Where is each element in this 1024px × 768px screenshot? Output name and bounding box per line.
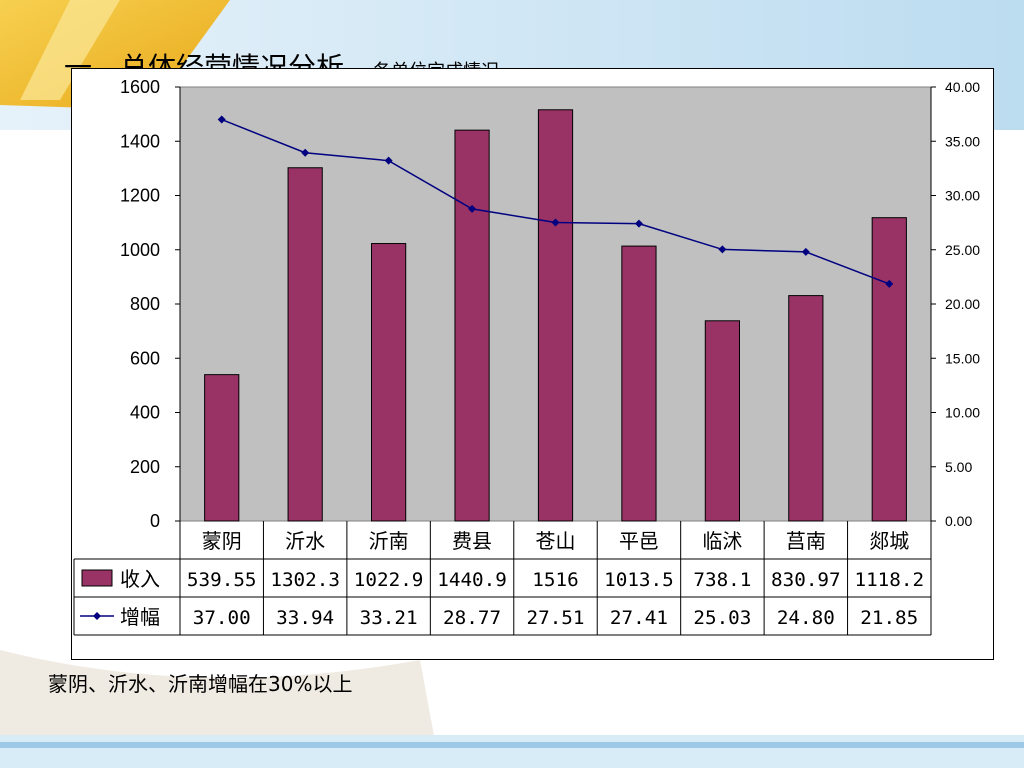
- point-增幅: [301, 148, 310, 157]
- data-label-line: 24.80: [777, 607, 835, 629]
- data-label-line: 21.85: [860, 607, 918, 629]
- data-label-bar: 1516: [532, 569, 578, 591]
- data-label-line: 33.94: [276, 607, 334, 629]
- y-right-tick-label: 20.00: [945, 296, 980, 312]
- point-增幅: [551, 218, 560, 227]
- caption: 蒙阴、沂水、沂南增幅在30%以上: [48, 672, 353, 696]
- data-label-line: 25.03: [693, 607, 751, 629]
- data-label-line: 27.51: [527, 607, 585, 629]
- data-label-line: 33.21: [360, 607, 418, 629]
- y-left-tick-label: 200: [130, 457, 160, 477]
- bar-收入: [537, 109, 574, 522]
- data-label-line: 27.41: [610, 607, 668, 629]
- legend-label-bar: 收入: [120, 567, 160, 591]
- data-label-bar: 1022.9: [354, 569, 424, 591]
- bar-收入: [788, 295, 824, 522]
- point-增幅: [384, 156, 393, 165]
- y-right-tick-label: 0.00: [945, 513, 972, 529]
- bar-收入: [704, 320, 740, 522]
- category-label: 费县: [452, 529, 492, 553]
- data-label-bar: 1013.5: [604, 569, 674, 591]
- legend-label-line: 增幅: [120, 605, 160, 629]
- point-增幅: [468, 204, 477, 213]
- y-left-tick-label: 0: [150, 511, 160, 531]
- data-label-bar: 1118.2: [854, 569, 924, 591]
- y-left-tick-label: 1200: [120, 186, 160, 206]
- y-right-tick-label: 30.00: [945, 188, 980, 204]
- bar-收入: [454, 129, 490, 522]
- legend-marker: [93, 612, 101, 620]
- data-label-line: 37.00: [193, 607, 251, 629]
- category-label: 平邑: [619, 529, 659, 553]
- category-label: 蒙阴: [202, 529, 242, 553]
- bar-收入: [204, 374, 240, 522]
- y-left-tick-label: 1400: [120, 131, 160, 151]
- y-left-tick-label: 800: [130, 294, 160, 314]
- point-增幅: [634, 219, 643, 228]
- data-label-bar: 1302.3: [270, 569, 340, 591]
- y-left-tick-label: 1000: [120, 240, 160, 260]
- y-right-tick-label: 35.00: [945, 133, 980, 149]
- data-label-line: 28.77: [443, 607, 501, 629]
- chart-area: 0 200 400 600 800 1000 1200 1400 1600 0.00 5.00 10.…: [71, 68, 994, 660]
- bar-收入: [871, 217, 907, 522]
- y-left-tick-label: 400: [130, 403, 160, 423]
- category-label: 苍山: [536, 529, 576, 553]
- point-增幅: [718, 245, 727, 254]
- legend-swatch-bar: [81, 569, 113, 587]
- y-right-tick-label: 15.00: [945, 350, 980, 366]
- bar-收入: [621, 245, 657, 522]
- y-left-tick-label: 600: [130, 348, 160, 368]
- data-label-bar: 738.1: [693, 569, 751, 591]
- category-label: 郯城: [869, 529, 909, 553]
- y-right-tick-label: 10.00: [945, 405, 980, 421]
- y-left-tick-label: 1600: [120, 77, 160, 97]
- bar-收入: [287, 167, 323, 522]
- category-label: 沂南: [369, 529, 409, 553]
- y-right-tick-label: 5.00: [945, 459, 972, 475]
- data-label-bar: 539.55: [187, 569, 257, 591]
- point-增幅: [885, 279, 894, 288]
- category-label: 莒南: [786, 529, 826, 553]
- data-label-bar: 830.97: [771, 569, 841, 591]
- point-增幅: [801, 247, 810, 256]
- y-right-tick-label: 40.00: [945, 79, 980, 95]
- category-label: 临沭: [702, 529, 742, 553]
- point-增幅: [217, 115, 226, 124]
- category-label: 沂水: [285, 529, 325, 553]
- data-label-bar: 1440.9: [437, 569, 507, 591]
- y-right-tick-label: 25.00: [945, 242, 980, 258]
- bar-收入: [371, 243, 407, 522]
- combo-chart: 0 200 400 600 800 1000 1200 1400 1600 0.00 5.00 10.…: [73, 77, 980, 636]
